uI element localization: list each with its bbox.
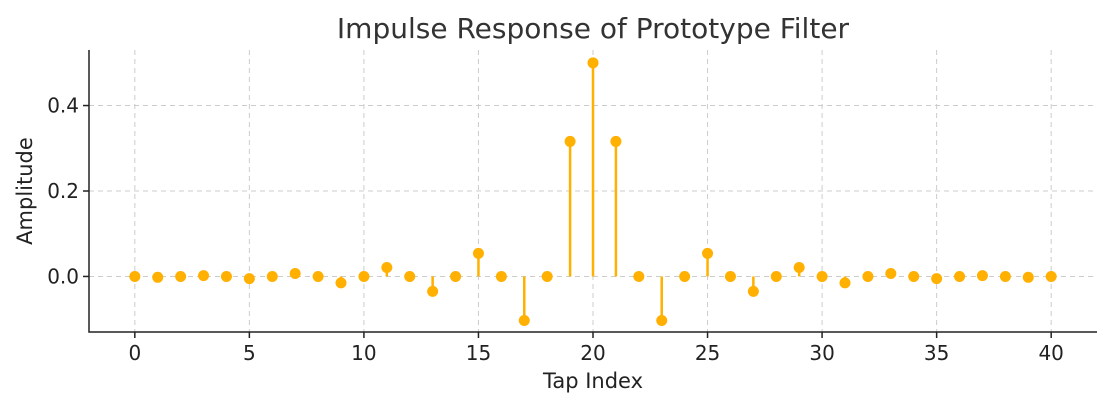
stem-marker — [954, 270, 966, 282]
stem-marker — [976, 270, 988, 282]
x-ticks: 0 5 10 15 20 25 30 35 40 — [128, 332, 1064, 365]
stem-marker — [885, 267, 897, 279]
y-ticks: 0.0 0.2 0.4 — [47, 94, 89, 288]
axes-spine — [88, 50, 1097, 333]
stem-marker — [999, 270, 1011, 282]
stem-marker — [679, 270, 691, 282]
stem-marker — [610, 135, 622, 147]
stem-marker — [243, 273, 255, 285]
y-tick-label: 0.0 — [47, 264, 79, 288]
stem-marker — [198, 270, 210, 282]
stem-marker — [1045, 270, 1057, 282]
stem-marker — [450, 270, 462, 282]
x-tick-label: 30 — [809, 341, 834, 365]
stem-marker — [702, 247, 714, 259]
y-tick-label: 0.4 — [47, 94, 79, 118]
x-tick-label: 20 — [580, 341, 605, 365]
y-axis-label: Amplitude — [13, 137, 37, 245]
stem-marker — [1022, 271, 1034, 283]
stem-marker — [427, 285, 439, 297]
stem-marker — [793, 261, 805, 273]
x-axis-label: Tap Index — [542, 369, 643, 393]
stem-marker — [358, 270, 370, 282]
y-tick-label: 0.2 — [47, 179, 79, 203]
stem-marker — [266, 270, 278, 282]
x-tick-label: 15 — [466, 341, 491, 365]
x-tick-label: 5 — [243, 341, 256, 365]
stem-marker — [175, 270, 187, 282]
stem-marker — [816, 270, 828, 282]
chart-title: Impulse Response of Prototype Filter — [337, 12, 850, 45]
stem-marker — [404, 270, 416, 282]
stem-marker — [724, 270, 736, 282]
x-tick-label: 40 — [1038, 341, 1063, 365]
stem-marker — [908, 270, 920, 282]
stem-marker — [564, 135, 576, 147]
x-tick-label: 10 — [351, 341, 376, 365]
x-tick-label: 0 — [128, 341, 141, 365]
stem-marker — [472, 247, 484, 259]
stem-marker — [495, 270, 507, 282]
stem-marker — [839, 277, 851, 289]
x-tick-label: 25 — [695, 341, 720, 365]
stem-marker — [633, 270, 645, 282]
stem-marker — [747, 285, 759, 297]
stem-marker — [518, 314, 530, 326]
stem-marker — [152, 271, 164, 283]
stem-marker — [289, 267, 301, 279]
stem-marker — [220, 270, 232, 282]
stem-marker — [381, 261, 393, 273]
stem-marker — [931, 273, 943, 285]
stem-marker — [335, 277, 347, 289]
stem-marker — [129, 270, 141, 282]
stem-marker — [656, 314, 668, 326]
stem-marker — [587, 57, 599, 69]
stem-marker — [770, 270, 782, 282]
stem-marker — [862, 270, 874, 282]
stem-marker — [541, 270, 553, 282]
stem-marker — [312, 270, 324, 282]
x-tick-label: 35 — [924, 341, 949, 365]
markers — [129, 57, 1057, 326]
